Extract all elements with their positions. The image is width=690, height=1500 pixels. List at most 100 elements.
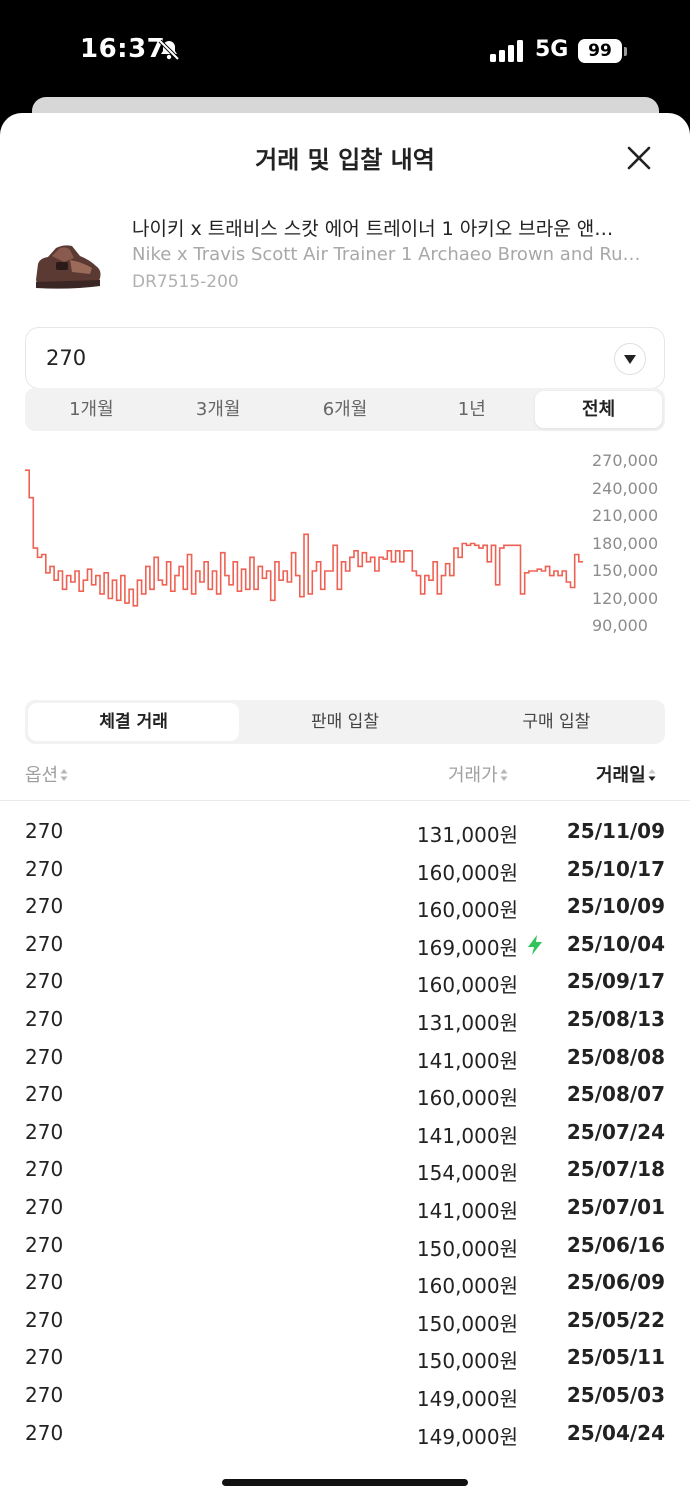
- row-price: 160,000원: [416, 973, 518, 998]
- period-tab-all[interactable]: 전체: [535, 391, 662, 428]
- table-row: 270 141,000원 25/08/08: [0, 1039, 690, 1077]
- table-row: 270 141,000원 25/07/01: [0, 1189, 690, 1227]
- table-row: 270 150,000원 25/06/16: [0, 1227, 690, 1265]
- table-row: 270 141,000원 25/07/24: [0, 1114, 690, 1152]
- row-date: 25/05/11: [566, 1345, 665, 1370]
- row-price: 160,000원: [416, 860, 518, 885]
- row-date: 25/08/07: [566, 1082, 665, 1107]
- lightning-bolt-icon: [528, 934, 542, 955]
- row-price: 169,000원: [416, 935, 518, 960]
- y-tick-label: 120,000: [592, 588, 659, 608]
- row-price: 160,000원: [416, 1086, 518, 1111]
- price-header-label: 거래가: [448, 765, 498, 786]
- table-row: 270 131,000원 25/08/13: [0, 1001, 690, 1039]
- row-size: 270: [25, 1232, 64, 1257]
- price-series-line: [25, 469, 583, 607]
- size-select[interactable]: 270: [25, 327, 665, 389]
- row-size: 270: [25, 1006, 64, 1031]
- sort-by-price[interactable]: 거래가: [448, 761, 508, 787]
- battery-level: 99: [588, 41, 612, 61]
- tab-completed-trades[interactable]: 체결 거래: [28, 703, 240, 741]
- period-tabs: 1개월 3개월 6개월 1년 전체: [25, 388, 665, 431]
- table-row: 270 150,000원 25/05/22: [0, 1302, 690, 1340]
- row-price: 150,000원: [416, 1311, 518, 1336]
- row-date: 25/08/08: [566, 1044, 665, 1069]
- sort-icon: [60, 769, 68, 781]
- sneaker-thumbnail[interactable]: [30, 236, 106, 294]
- row-date: 25/08/13: [566, 1006, 665, 1031]
- caret-down-icon[interactable]: [614, 343, 646, 375]
- sort-icon: [500, 769, 508, 781]
- row-price: 149,000원: [416, 1424, 518, 1449]
- row-price: 160,000원: [416, 1274, 518, 1299]
- price-line-chart: [25, 469, 583, 607]
- row-date: 25/09/17: [566, 969, 665, 994]
- row-date: 25/10/04: [566, 931, 665, 956]
- row-price: 141,000원: [416, 1048, 518, 1073]
- row-date: 25/10/17: [566, 856, 665, 881]
- row-price: 131,000원: [416, 1010, 518, 1035]
- tab-buy-bids[interactable]: 구매 입찰: [522, 712, 591, 732]
- product-name-ko: 나이키 x 트래비스 스캇 에어 트레이너 1 아키오 브라운 앤…: [132, 218, 614, 240]
- period-tab-6m[interactable]: 6개월: [322, 399, 368, 420]
- network-type: 5G: [535, 37, 569, 62]
- trade-type-tabs: 체결 거래 판매 입찰 구매 입찰: [25, 700, 665, 744]
- table-row: 270 160,000원 25/06/09: [0, 1264, 690, 1302]
- table-row: 270 169,000원 25/10/04: [0, 926, 690, 964]
- sort-by-date[interactable]: 거래일: [596, 761, 656, 787]
- table-row: 270 150,000원 25/05/11: [0, 1339, 690, 1377]
- battery-cap: [624, 47, 627, 56]
- row-price: 141,000원: [416, 1198, 518, 1223]
- table-row: 270 160,000원 25/08/07: [0, 1076, 690, 1114]
- y-tick-label: 240,000: [592, 478, 659, 498]
- row-date: 25/10/09: [566, 894, 665, 919]
- period-tab-1m[interactable]: 1개월: [69, 399, 114, 420]
- row-date: 25/06/09: [566, 1270, 665, 1295]
- home-indicator: [222, 1479, 468, 1486]
- battery-icon: 99: [578, 39, 622, 63]
- row-size: 270: [25, 1420, 64, 1445]
- row-size: 270: [25, 856, 64, 881]
- period-tab-3m[interactable]: 3개월: [195, 399, 241, 420]
- table-row: 270 160,000원 25/10/09: [0, 888, 690, 926]
- tab-sell-bids[interactable]: 판매 입찰: [311, 712, 379, 732]
- trade-history-sheet: 거래 및 입찰 내역 나이키 x 트래비스 스캇 에어 트레이너 1 아키오 브…: [0, 113, 690, 1500]
- table-row: 270 149,000원 25/04/24: [0, 1415, 690, 1453]
- row-size: 270: [25, 1157, 64, 1182]
- row-size: 270: [25, 1270, 64, 1295]
- row-size: 270: [25, 931, 64, 956]
- period-tab-1y[interactable]: 1년: [457, 399, 486, 420]
- row-price: 150,000원: [416, 1236, 518, 1261]
- row-size: 270: [25, 1194, 64, 1219]
- row-price: 154,000원: [416, 1161, 518, 1186]
- row-price: 141,000원: [416, 1123, 518, 1148]
- sort-by-option[interactable]: 옵션: [25, 761, 68, 787]
- table-row: 270 160,000원 25/10/17: [0, 851, 690, 889]
- table-row: 270 154,000원 25/07/18: [0, 1151, 690, 1189]
- row-price: 150,000원: [416, 1349, 518, 1374]
- y-tick-label: 150,000: [592, 561, 659, 580]
- row-size: 270: [25, 1044, 64, 1069]
- row-date: 25/05/22: [566, 1307, 665, 1332]
- row-price: 160,000원: [416, 898, 518, 923]
- product-name-en: Nike x Travis Scott Air Trainer 1 Archae…: [132, 244, 641, 265]
- status-time: 16:37: [80, 34, 166, 64]
- row-size: 270: [25, 894, 64, 919]
- cellular-signal-icon: [490, 40, 523, 62]
- y-tick-label: 210,000: [592, 506, 659, 525]
- table-header: 옵션 거래가 거래일: [0, 759, 690, 801]
- row-date: 25/07/01: [566, 1194, 665, 1219]
- row-date: 25/07/18: [566, 1157, 665, 1182]
- row-date: 25/11/09: [566, 819, 665, 843]
- table-row: 270 149,000원 25/05/03: [0, 1377, 690, 1415]
- option-header-label: 옵션: [25, 765, 59, 786]
- table-row: 270 131,000원 25/11/09: [0, 813, 690, 851]
- sheet-title: 거래 및 입찰 내역: [255, 146, 435, 174]
- close-icon[interactable]: [620, 139, 658, 177]
- y-tick-label: 180,000: [592, 533, 659, 553]
- row-size: 270: [25, 969, 64, 994]
- size-select-value: 270: [46, 346, 87, 370]
- bell-slash-icon: [158, 39, 180, 61]
- row-size: 270: [25, 819, 64, 843]
- row-date: 25/04/24: [566, 1420, 665, 1445]
